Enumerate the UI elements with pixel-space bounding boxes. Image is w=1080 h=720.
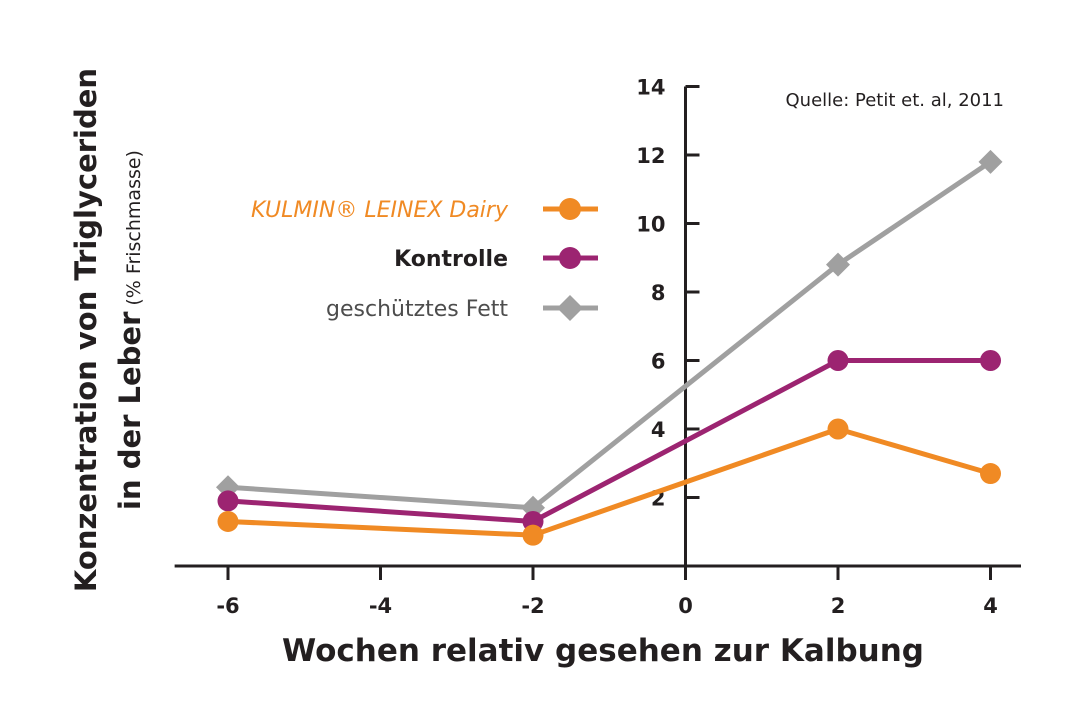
series-1 bbox=[217, 350, 1001, 532]
source-note: Quelle: Petit et. al, 2011 bbox=[786, 90, 1005, 111]
legend-item: geschütztes Fett bbox=[326, 295, 598, 322]
y-axis-label-line2: in der Leber (% Frischmasse) bbox=[113, 150, 147, 510]
legend-label: KULMIN® LEINEX Dairy bbox=[251, 198, 509, 223]
series-layer bbox=[216, 149, 1003, 546]
y-tick-label: 10 bbox=[636, 213, 665, 237]
series-2 bbox=[216, 149, 1003, 520]
x-tick-label: 2 bbox=[831, 594, 846, 618]
y-axis-label-unit: (% Frischmasse) bbox=[123, 150, 145, 306]
data-point bbox=[217, 490, 239, 512]
y-tick-label: 6 bbox=[651, 350, 666, 374]
data-point bbox=[980, 350, 1001, 371]
data-point bbox=[217, 510, 239, 532]
data-point bbox=[827, 418, 849, 440]
series-line bbox=[227, 159, 992, 511]
data-point bbox=[826, 252, 850, 277]
legend-label: geschütztes Fett bbox=[326, 297, 508, 322]
legend: KULMIN® LEINEX Dairy Kontrolle geschütztes… bbox=[251, 198, 598, 322]
y-tick-label: 8 bbox=[651, 281, 666, 305]
data-point bbox=[522, 524, 544, 546]
x-tick-label: -2 bbox=[521, 594, 544, 618]
y-axis-label-line1: Konzentration von Triglyceriden bbox=[69, 68, 103, 592]
x-axis-label: Wochen relativ gesehen zur Kalbung bbox=[282, 633, 924, 669]
legend-item: Kontrolle bbox=[394, 247, 598, 272]
y-tick-label: 4 bbox=[651, 418, 666, 442]
legend-item: KULMIN® LEINEX Dairy bbox=[251, 198, 598, 223]
legend-label: Kontrolle bbox=[394, 247, 508, 272]
y-axis-label: Konzentration von Triglyceriden bbox=[69, 68, 103, 592]
y-tick-label: 14 bbox=[636, 76, 665, 100]
legend-marker bbox=[559, 198, 581, 220]
data-point bbox=[980, 463, 1001, 485]
data-point bbox=[827, 350, 849, 371]
data-point bbox=[978, 149, 1003, 174]
data-point bbox=[521, 495, 545, 520]
series-line bbox=[227, 426, 992, 538]
y-axis-label-line2-main: in der Leber bbox=[113, 311, 147, 510]
y-tick-label: 12 bbox=[636, 144, 665, 168]
x-tick-label: 4 bbox=[983, 594, 998, 618]
x-tick-label: -6 bbox=[216, 594, 239, 618]
series-line bbox=[227, 358, 991, 524]
x-tick-label: 0 bbox=[678, 594, 693, 618]
legend-marker bbox=[559, 247, 581, 269]
x-tick-label: -4 bbox=[369, 594, 392, 618]
legend-marker bbox=[557, 295, 583, 321]
series-0 bbox=[217, 418, 1001, 546]
